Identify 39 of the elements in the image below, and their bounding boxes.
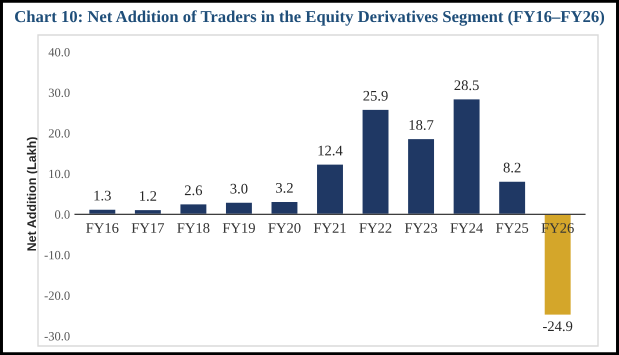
data-label: 1.2 [140, 191, 156, 201]
y-tick-label: 20.0 [48, 129, 70, 138]
x-tick-label: FY23 [404, 223, 438, 233]
chart-title: Chart 10: Net Addition of Traders in the Equity Derivatives Segment (FY16–FY26) [15, 10, 604, 26]
x-tick-label: FY17 [132, 223, 164, 233]
bar [224, 201, 254, 215]
data-label: 3.2 [276, 182, 293, 193]
bar [543, 214, 572, 316]
y-tick-label: 10.0 [49, 170, 70, 178]
data-label: -24.9 [543, 321, 572, 332]
y-tick-label: -20.0 [44, 291, 70, 300]
data-label: 3.0 [230, 184, 248, 194]
x-tick-label: FY25 [496, 223, 528, 233]
data-label: 2.6 [184, 185, 202, 196]
x-tick-label: FY19 [222, 223, 255, 233]
bar [406, 138, 436, 215]
x-tick-label: FY18 [177, 223, 210, 233]
bar [270, 200, 299, 215]
y-tick-label: 40.0 [48, 48, 70, 57]
bar [361, 108, 390, 215]
data-label: 25.9 [363, 90, 388, 101]
data-label: 8.2 [504, 162, 520, 173]
y-tick-label: 0.0 [54, 210, 70, 219]
data-label: 28.5 [454, 80, 479, 90]
x-tick-label: FY21 [314, 223, 346, 233]
x-tick-label: FY16 [86, 223, 118, 233]
y-tick-label: -30.0 [44, 332, 70, 341]
bar [498, 180, 526, 215]
y-axis-title: Net Addition (Lakh) [26, 137, 39, 251]
y-tick-label: 30.0 [48, 88, 70, 98]
y-tick-label: -10.0 [44, 250, 70, 260]
bar [452, 98, 481, 215]
bar [316, 163, 344, 215]
data-label: 1.3 [94, 190, 111, 201]
x-tick-label: FY24 [450, 223, 483, 233]
data-label: 12.4 [318, 146, 343, 156]
x-tick-label: FY22 [359, 223, 392, 233]
x-tick-label: FY20 [268, 223, 301, 233]
data-label: 18.7 [410, 120, 434, 130]
